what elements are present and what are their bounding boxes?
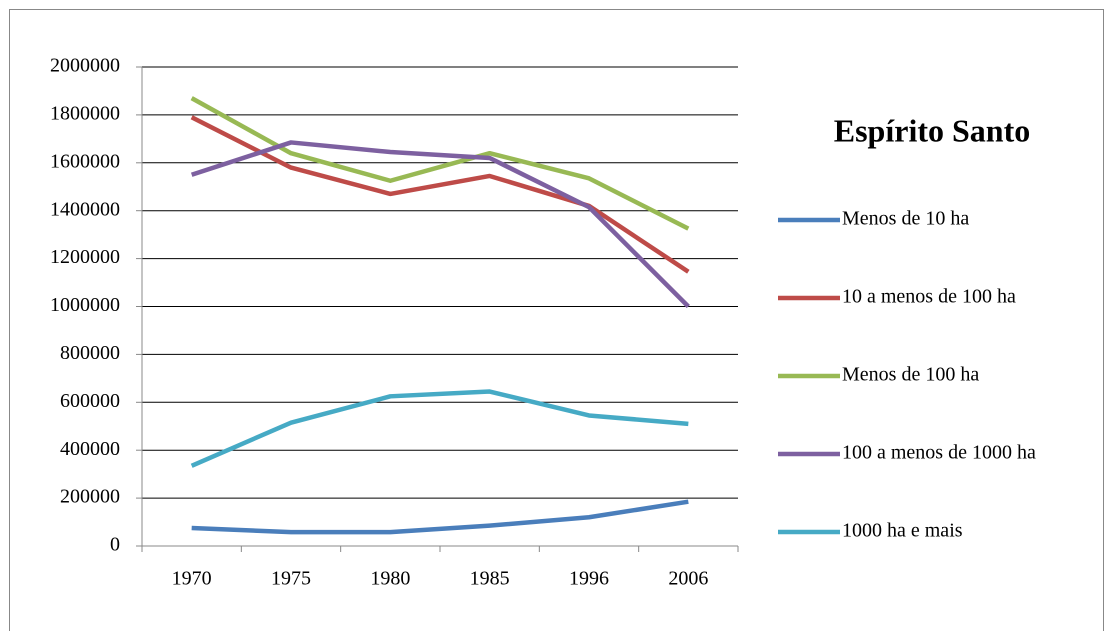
legend-label: 100 a menos de 1000 ha: [842, 442, 1036, 464]
y-tick-label: 1400000: [50, 198, 120, 220]
legend-label: 10 a menos de 100 ha: [842, 286, 1016, 308]
legend-label: 1000 ha e mais: [842, 520, 963, 542]
x-tick-label: 1975: [271, 568, 311, 590]
series-line: [190, 115, 690, 274]
series-line: [190, 140, 690, 309]
legend-label: Menos de 100 ha: [842, 364, 979, 386]
y-tick-label: 1200000: [50, 246, 120, 268]
y-tick-label: 400000: [60, 438, 120, 460]
y-tick-label: 1800000: [50, 102, 120, 124]
chart-title: Espírito Santo: [834, 112, 1030, 148]
series-line: [190, 389, 689, 468]
legend-label: Menos de 10 ha: [842, 208, 969, 230]
y-tick-label: 200000: [60, 486, 120, 508]
y-tick-label: 0: [110, 534, 120, 556]
y-tick-label: 800000: [60, 342, 120, 364]
x-tick-label: 1980: [370, 568, 410, 590]
y-tick-label: 2000000: [50, 55, 120, 77]
y-tick-label: 1600000: [50, 150, 120, 172]
x-tick-label: 2006: [668, 568, 708, 590]
y-tick-label: 1000000: [50, 294, 120, 316]
y-tick-label: 600000: [60, 390, 120, 412]
series-line: [191, 499, 689, 535]
x-tick-label: 1996: [569, 568, 609, 590]
x-tick-label: 1970: [172, 568, 212, 590]
chart-border: [9, 9, 1104, 636]
series-line: [190, 96, 690, 231]
x-tick-label: 1985: [470, 568, 510, 590]
